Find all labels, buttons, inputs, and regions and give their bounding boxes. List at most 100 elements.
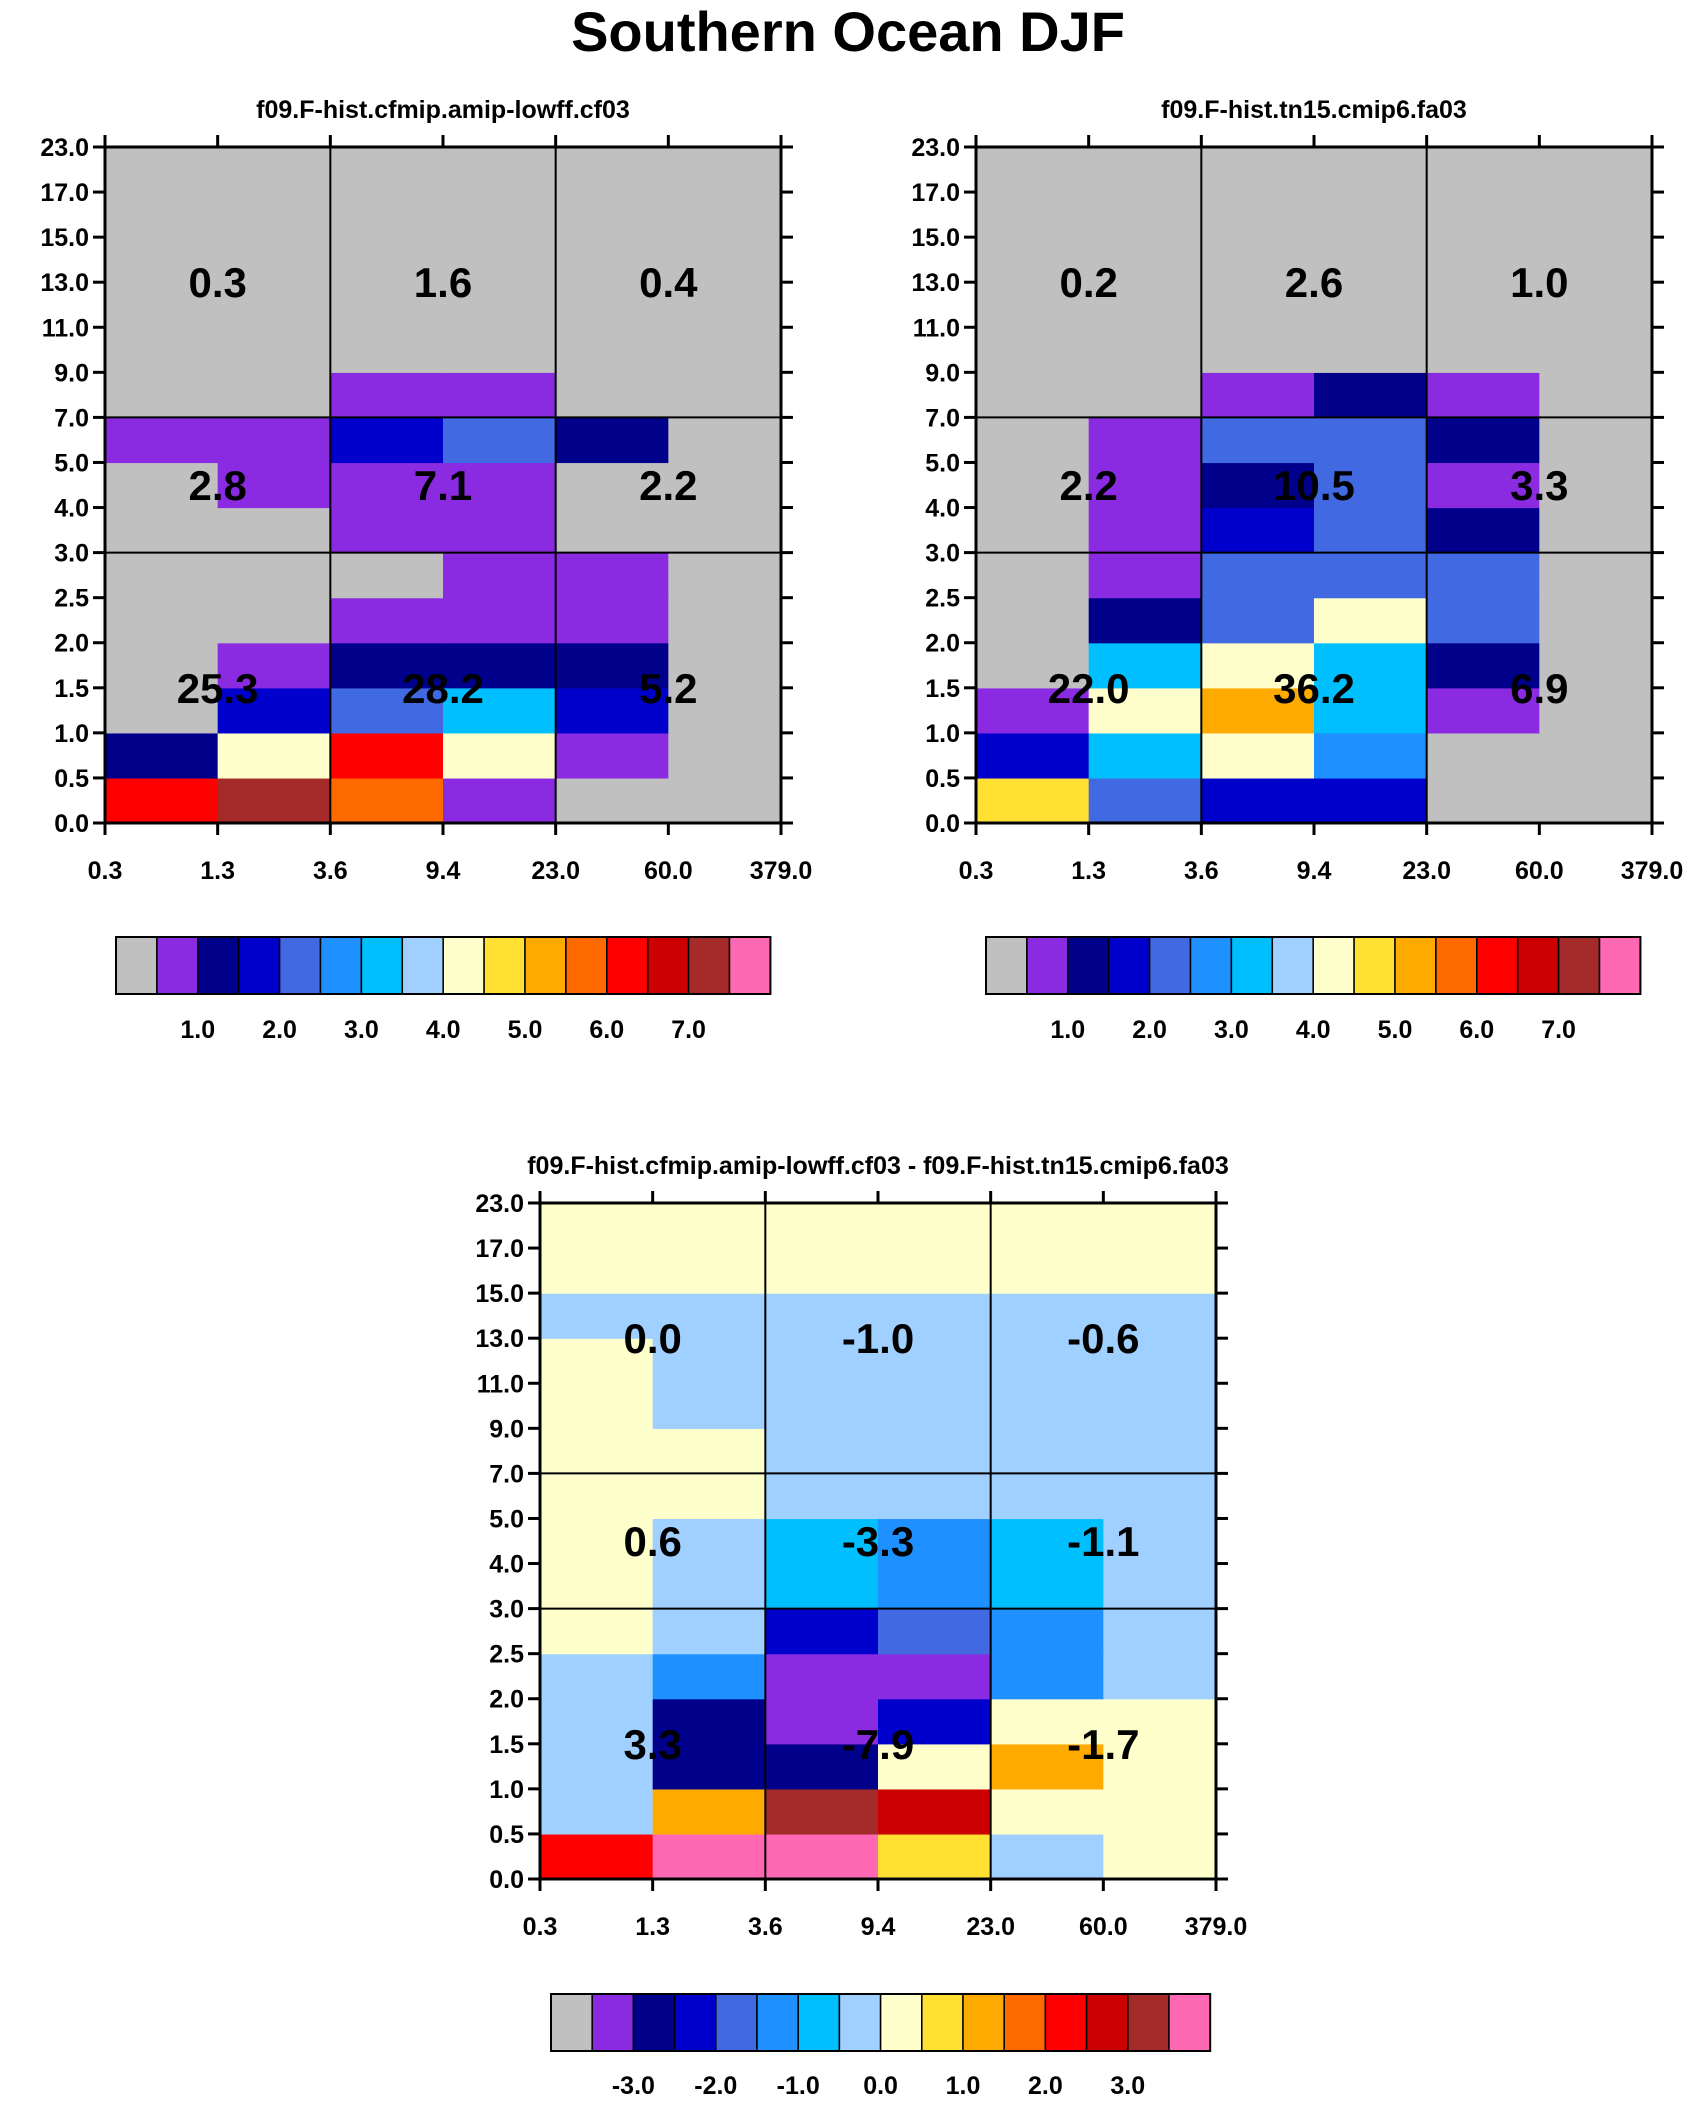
heatmap-cell [1088,642,1202,689]
heatmap-cell [1426,417,1540,464]
y-tick-label: 11.0 [913,314,960,342]
colorbar-swatch [1271,936,1314,995]
heatmap-cell [1314,372,1428,418]
heatmap-cell [878,1428,992,1474]
heatmap-cell [1539,237,1653,283]
colorbar-swatch [879,1993,923,2052]
y-tick-label: 1.5 [925,675,960,703]
heatmap-cell [443,687,557,734]
heatmap-cell [1103,1473,1217,1520]
heatmap-cell [217,552,331,599]
colorbar-swatch [687,936,731,995]
colorbar-label: 1.0 [1050,1016,1085,1044]
heatmap-cell [555,192,669,238]
colorbar-swatch [319,936,363,995]
heatmap-cell [652,1698,766,1745]
y-tick-label: 11.0 [42,314,89,342]
summary-value: 6.9 [1510,665,1568,712]
colorbar-label: 7.0 [671,1016,706,1044]
heatmap-cell [105,552,219,599]
y-tick-label: 1.5 [54,675,89,703]
heatmap-cell [1088,732,1202,779]
heatmap-cell [668,372,782,418]
heatmap-cell [330,192,444,238]
heatmap-cell [668,327,782,373]
heatmap-cell [1088,327,1202,373]
heatmap-cell [1314,777,1428,824]
heatmap-cell [1088,597,1202,644]
colorbar-label: 1.0 [180,1016,215,1044]
heatmap-cell [330,777,444,824]
heatmap-cell [1426,327,1540,373]
heatmap-cell [668,237,782,283]
heatmap-cell [765,1653,879,1700]
heatmap-cell [443,732,557,779]
y-tick-label: 5.0 [925,449,960,477]
heatmap-cell [1103,1698,1217,1745]
heatmap-cell [443,237,557,283]
y-tick-label: 7.0 [54,404,89,432]
colorbar-swatch [673,1993,717,2052]
heatmap-cell [652,1653,766,1700]
colorbar-swatch [1148,936,1192,995]
heatmap-cell [105,462,219,509]
summary-value: 5.2 [639,665,697,712]
heatmap-cell [652,1788,766,1835]
heatmap-cell [330,687,444,734]
heatmap-cell [878,1608,992,1655]
x-tick-label: 0.3 [959,857,994,885]
heatmap-cell [540,1473,654,1520]
colorbar-swatch [1476,936,1519,995]
heatmap-cell [217,642,331,689]
panel-title: f09.F-hist.tn15.cmip6.fa03 [1161,96,1467,124]
heatmap-cell [540,1788,654,1835]
heatmap-cell [765,1698,879,1745]
heatmap-cell [878,1788,992,1835]
heatmap-cell [1103,1383,1217,1429]
heatmap-cell [878,1338,992,1384]
heatmap-cell [1314,192,1428,238]
heatmap-cell [217,372,331,418]
summary-value: 2.6 [1285,259,1343,306]
heatmap-cell [1201,417,1315,464]
heatmap-cell [105,507,219,554]
heatmap-cell [1088,282,1202,328]
x-tick-label: 1.3 [200,857,235,885]
heatmap-cell [217,417,331,464]
heatmap-cell [878,1698,992,1745]
y-tick-label: 15.0 [911,224,960,252]
heatmap-cell [976,372,1090,418]
x-tick-label: 23.0 [966,1913,1015,1941]
heatmap-cell [765,1293,879,1339]
x-tick-label: 3.6 [748,1913,783,1941]
heatmap-cell [443,147,557,193]
heatmap-cell [443,597,557,644]
heatmap-cell [652,1743,766,1790]
heatmap-cell [990,1788,1104,1835]
heatmap-cell [652,1608,766,1655]
colorbar-label: 4.0 [426,1016,461,1044]
colorbar-frame [115,936,772,995]
heatmap-cell [1426,777,1540,824]
heatmap-cell [105,327,219,373]
y-tick-label: 5.0 [489,1505,524,1533]
heatmap-cell [105,237,219,283]
colorbar-swatch [442,936,485,995]
heatmap-cell [1103,1743,1217,1790]
heatmap-cell [668,777,782,824]
heatmap-cell [1539,372,1653,418]
y-tick-label: 2.0 [925,630,960,658]
heatmap-cell [765,1338,879,1384]
heatmap-cell [990,1698,1104,1745]
heatmap-cell [1426,642,1540,689]
heatmap-cell [540,1518,654,1565]
heatmap-cell [976,732,1090,779]
heatmap-cell [1103,1833,1217,1880]
colorbar-swatch [1085,1993,1129,2052]
heatmap-cell [1201,732,1315,779]
heatmap-cell [555,462,669,509]
y-tick-label: 23.0 [911,134,960,162]
y-tick-label: 5.0 [54,449,89,477]
heatmap-cell [1103,1563,1217,1610]
